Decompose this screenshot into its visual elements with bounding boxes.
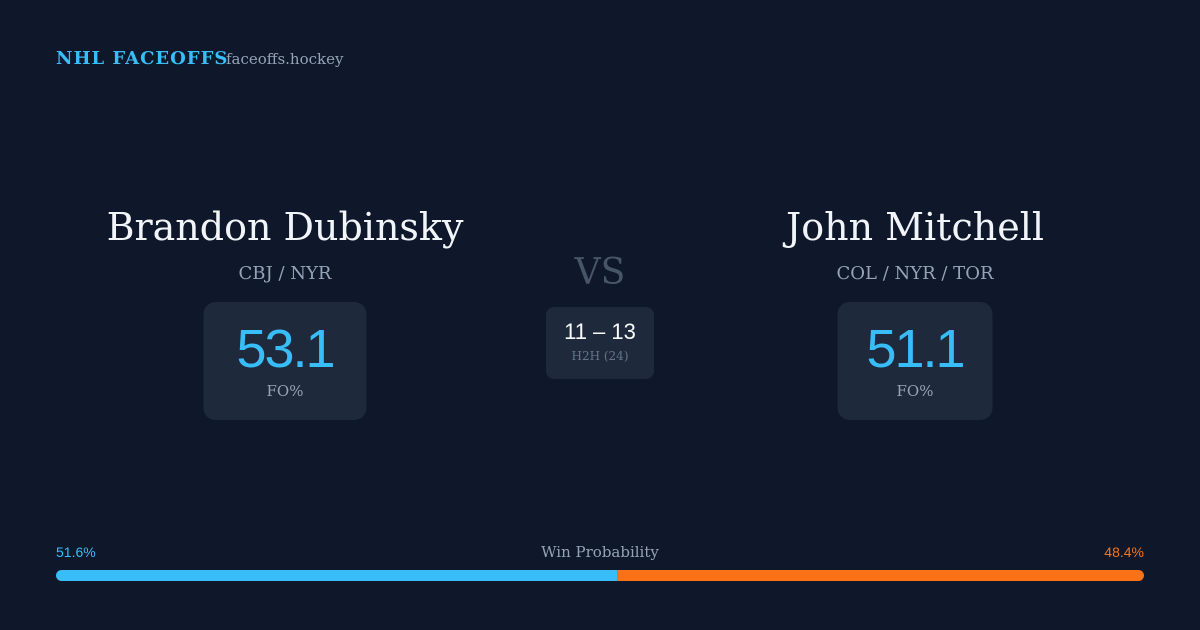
win-prob-title: Win Probability [541,543,659,561]
stat-card: 51.1 FO% [837,302,993,420]
win-prob-segment [617,570,1144,581]
player-teams: CBJ / NYR [238,263,332,284]
fo-label: FO% [896,382,934,400]
win-prob-label: 48.4% [1104,544,1144,560]
fo-pct: 51.1 [866,319,965,379]
fo-label: FO% [266,382,304,400]
h2h-record: 11 – 13 [564,319,636,344]
player-name: John Mitchell [785,205,1045,249]
player-name: Brandon Dubinsky [106,205,464,249]
versus: VS [574,252,626,293]
brand: NHL FACEOFFS [56,48,229,69]
stat-card: 53.1 FO% [203,302,367,420]
win-prob-label: 51.6% [56,544,96,560]
site: faceoffs.hockey [226,50,344,68]
h2h-label: H2H (24) [571,349,629,363]
fo-pct: 53.1 [236,319,335,379]
bar-group [56,570,1144,581]
win-prob-segment [56,570,618,581]
player-teams: COL / NYR / TOR [836,263,994,284]
h2h-card: 11 – 13 H2H (24) [546,307,654,379]
win-prob-bar [56,570,1144,581]
